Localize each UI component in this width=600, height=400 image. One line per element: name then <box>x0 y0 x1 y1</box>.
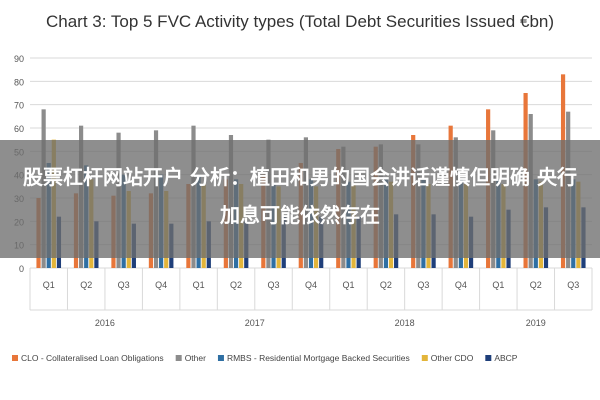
x-tick-label: Q2 <box>380 280 392 290</box>
legend-swatch <box>12 355 18 361</box>
chart-title: Chart 3: Top 5 FVC Activity types (Total… <box>45 12 555 31</box>
x-tick-label: Q4 <box>155 280 167 290</box>
x-tick-label: Q3 <box>417 280 429 290</box>
legend-label: CLO - Collateralised Loan Obligations <box>21 353 164 363</box>
x-tick-label: Q3 <box>567 280 579 290</box>
legend-label: RMBS - Residential Mortgage Backed Secur… <box>227 353 410 363</box>
y-tick-label: 80 <box>14 77 24 87</box>
x-tick-label: Q3 <box>118 280 130 290</box>
x-tick-label: Q2 <box>230 280 242 290</box>
legend-swatch <box>175 355 182 361</box>
legend-swatch <box>485 355 492 361</box>
x-axis-ticks: Q1 Q2 Q3 Q4 Q1 Q2 Q3 Q4 Q1 Q2 Q3 Q4 Q1 Q2 Q3 <box>29 268 593 311</box>
y-tick-label: 60 <box>14 124 24 134</box>
legend-swatch <box>217 355 224 361</box>
x-tick-label: Q4 <box>455 280 467 290</box>
x-tick-label: Q2 <box>80 280 92 290</box>
x-axis-groups: 2016 2017 2018 2019 <box>95 318 546 328</box>
legend-label: ABCP <box>494 353 517 363</box>
y-tick-label: 90 <box>14 54 24 64</box>
x-tick-label: Q1 <box>492 280 504 290</box>
x-group-label: 2016 <box>95 318 115 328</box>
x-group-label: 2019 <box>526 318 546 328</box>
y-tick-label: 0 <box>19 264 24 274</box>
banner-overlay <box>0 140 600 258</box>
x-tick-label: Q2 <box>530 280 542 290</box>
legend-label: Other <box>185 353 206 363</box>
legend-swatch <box>421 355 428 361</box>
x-tick-label: Q1 <box>193 280 205 290</box>
x-group-label: 2018 <box>395 318 415 328</box>
y-tick-label: 70 <box>14 101 24 111</box>
x-tick-label: Q3 <box>268 280 280 290</box>
x-tick-label: Q4 <box>305 280 317 290</box>
legend-label: Other CDO <box>431 353 474 363</box>
x-group-label: 2017 <box>245 318 265 328</box>
x-tick-label: Q1 <box>43 280 55 290</box>
x-tick-label: Q1 <box>342 280 354 290</box>
banner-headline: 股票杠杆网站开户 分析：植田和男的国会讲话谨慎但明确 央行加息可能依然存在 <box>23 165 577 227</box>
legend: CLO - Collateralised Loan Obligations Oth… <box>12 353 518 363</box>
